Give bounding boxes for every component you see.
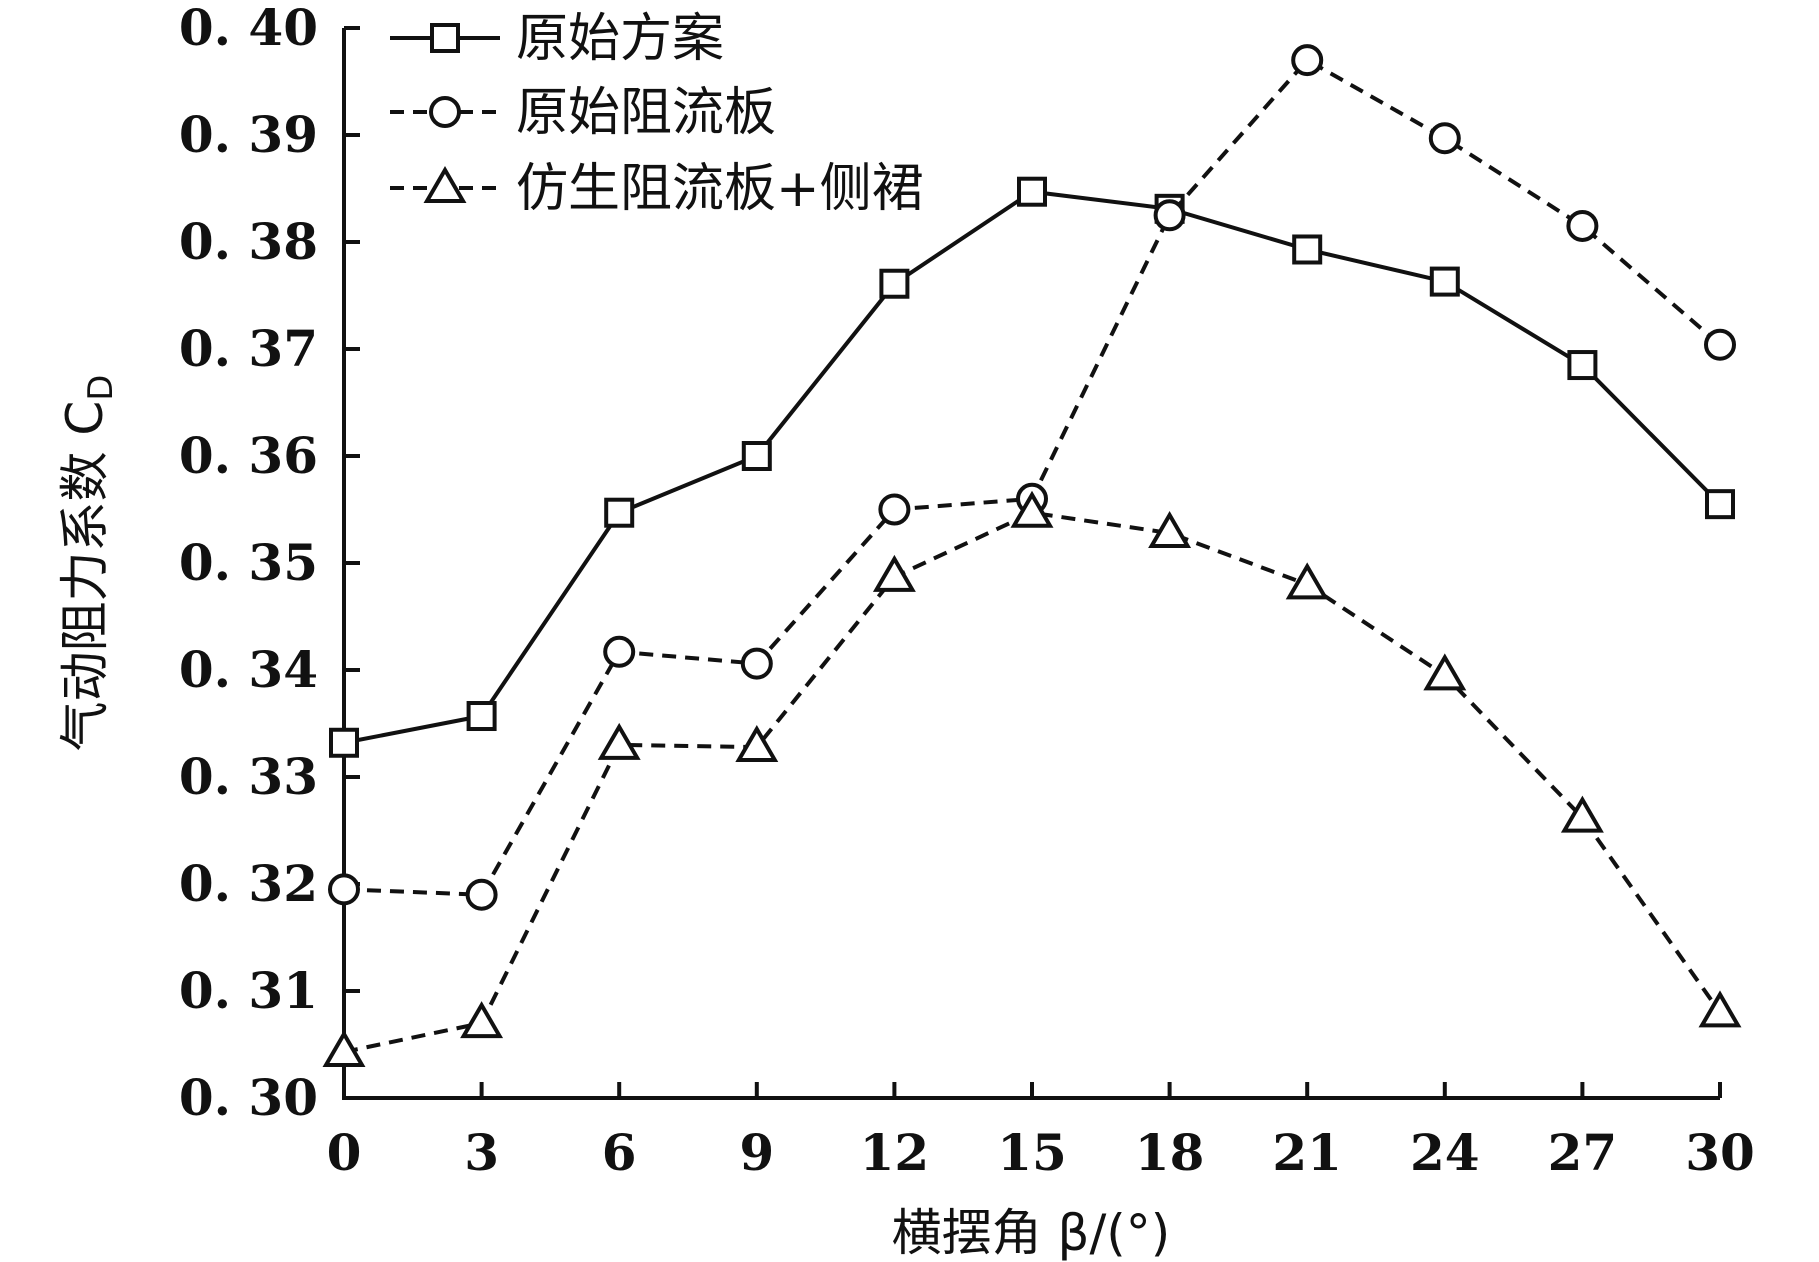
- data-point-triangle: [1560, 795, 1604, 833]
- legend-label: 原始方案: [516, 9, 724, 69]
- y-tick-label: 0. 38: [179, 212, 318, 271]
- data-point-triangle: [460, 1001, 504, 1039]
- x-tick-label: 15: [997, 1123, 1067, 1182]
- data-point-square: [1567, 350, 1598, 381]
- x-ticks: 0 3 6 9 12 15 18 21 24 27 30: [327, 1082, 1755, 1182]
- data-point-circle: [1566, 209, 1599, 242]
- y-axis-title: 气动阻力系数 C: [56, 401, 114, 752]
- data-point-square: [1429, 266, 1460, 297]
- legend-marker-circle: [429, 96, 461, 128]
- y-tick-label: 0. 36: [179, 426, 318, 485]
- data-point-triangle: [597, 722, 641, 760]
- data-point-circle: [465, 878, 498, 911]
- series-line: [343, 510, 1722, 1054]
- x-axis-title: 横摆角 β/(°): [892, 1204, 1171, 1262]
- data-point-triangle: [1285, 562, 1329, 600]
- data-point-triangle: [1423, 653, 1467, 691]
- data-point-circle: [328, 873, 360, 906]
- x-tick-label: 24: [1410, 1123, 1480, 1182]
- legend-marker-triangle: [423, 166, 467, 203]
- y-ticks: 0. 30 0. 31 0. 32 0. 33 0. 34 0. 35 0. 36 0. 37…: [179, 0, 360, 1127]
- x-tick-label: 12: [860, 1123, 930, 1182]
- legend-label: 仿生阻流板+侧裙: [516, 159, 924, 219]
- x-tick-label: 0: [327, 1123, 362, 1182]
- series-line: [343, 189, 1722, 745]
- y-tick-label: 0. 34: [179, 640, 318, 699]
- series-triangle: [322, 490, 1742, 1067]
- data-point-square: [1705, 489, 1735, 520]
- legend-label: 原始阻流板: [516, 83, 776, 143]
- data-point-square: [466, 701, 497, 732]
- y-axis-title-subscript: D: [81, 375, 121, 401]
- data-point-square: [879, 268, 910, 299]
- series-square: [329, 176, 1735, 758]
- data-point-square: [1017, 176, 1047, 207]
- y-tick-label: 0. 30: [179, 1068, 318, 1127]
- data-point-circle: [1704, 328, 1736, 361]
- data-point-triangle: [1010, 490, 1054, 528]
- data-point-circle: [1153, 199, 1186, 232]
- legend-item: 原始阻流板: [390, 83, 776, 143]
- data-point-circle: [1291, 44, 1324, 77]
- legend-item: 原始方案: [390, 9, 724, 69]
- data-point-triangle: [872, 554, 916, 592]
- legend-item: 仿生阻流板+侧裙: [390, 159, 924, 219]
- y-tick-label: 0. 37: [179, 319, 318, 378]
- y-tick-label: 0. 33: [179, 747, 318, 806]
- x-tick-label: 9: [739, 1123, 774, 1182]
- x-tick-label: 3: [464, 1123, 499, 1182]
- y-tick-label: 0. 32: [179, 854, 318, 913]
- x-tick-label: 30: [1685, 1123, 1755, 1182]
- y-tick-label: 0. 39: [179, 105, 318, 164]
- data-point-square: [329, 727, 359, 758]
- legend-marker-square: [430, 23, 460, 53]
- y-tick-label: 0. 40: [179, 0, 318, 57]
- data-point-triangle: [1698, 990, 1742, 1028]
- data-point-square: [1292, 234, 1323, 265]
- svg-text:气动阻力系数 CD: 气动阻力系数 CD: [56, 375, 121, 752]
- data-point-circle: [603, 635, 636, 668]
- series-layer: [322, 44, 1742, 1067]
- data-point-triangle: [1148, 511, 1192, 549]
- data-point-square: [604, 497, 635, 528]
- y-tick-label: 0. 31: [179, 961, 318, 1020]
- x-tick-label: 21: [1272, 1123, 1342, 1182]
- x-tick-label: 6: [602, 1123, 637, 1182]
- data-point-circle: [740, 647, 773, 680]
- y-tick-label: 0. 35: [179, 533, 318, 592]
- x-tick-label: 27: [1548, 1123, 1618, 1182]
- data-point-circle: [878, 493, 911, 526]
- data-point-triangle: [322, 1030, 366, 1067]
- x-tick-label: 18: [1135, 1123, 1205, 1182]
- data-point-circle: [1428, 122, 1461, 155]
- data-point-triangle: [735, 725, 779, 763]
- data-point-square: [741, 441, 772, 471]
- y-axis-title-group: 气动阻力系数 CD: [56, 375, 121, 752]
